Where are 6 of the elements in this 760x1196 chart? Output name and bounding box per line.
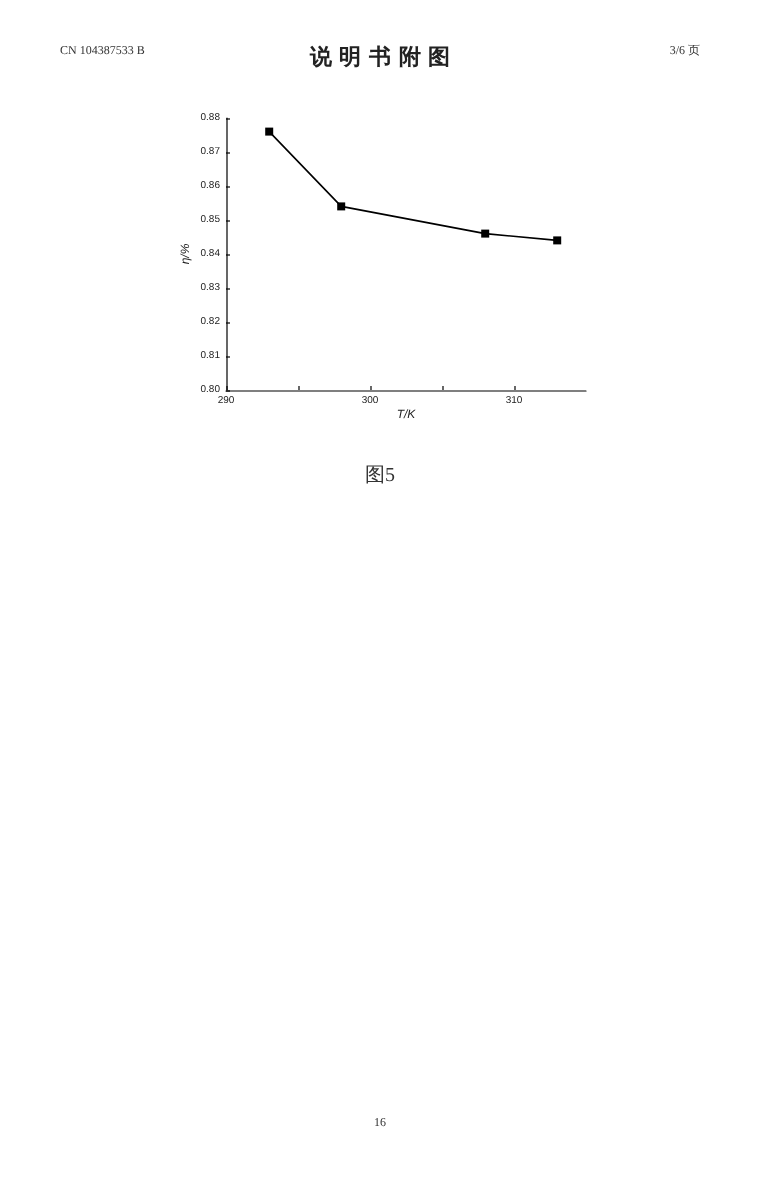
point — [265, 127, 274, 136]
caption: 图5 — [365, 465, 395, 487]
point — [481, 229, 490, 238]
point — [553, 236, 562, 245]
point — [337, 202, 346, 211]
chart-title: 说 明 书 附 图 — [307, 44, 451, 70]
